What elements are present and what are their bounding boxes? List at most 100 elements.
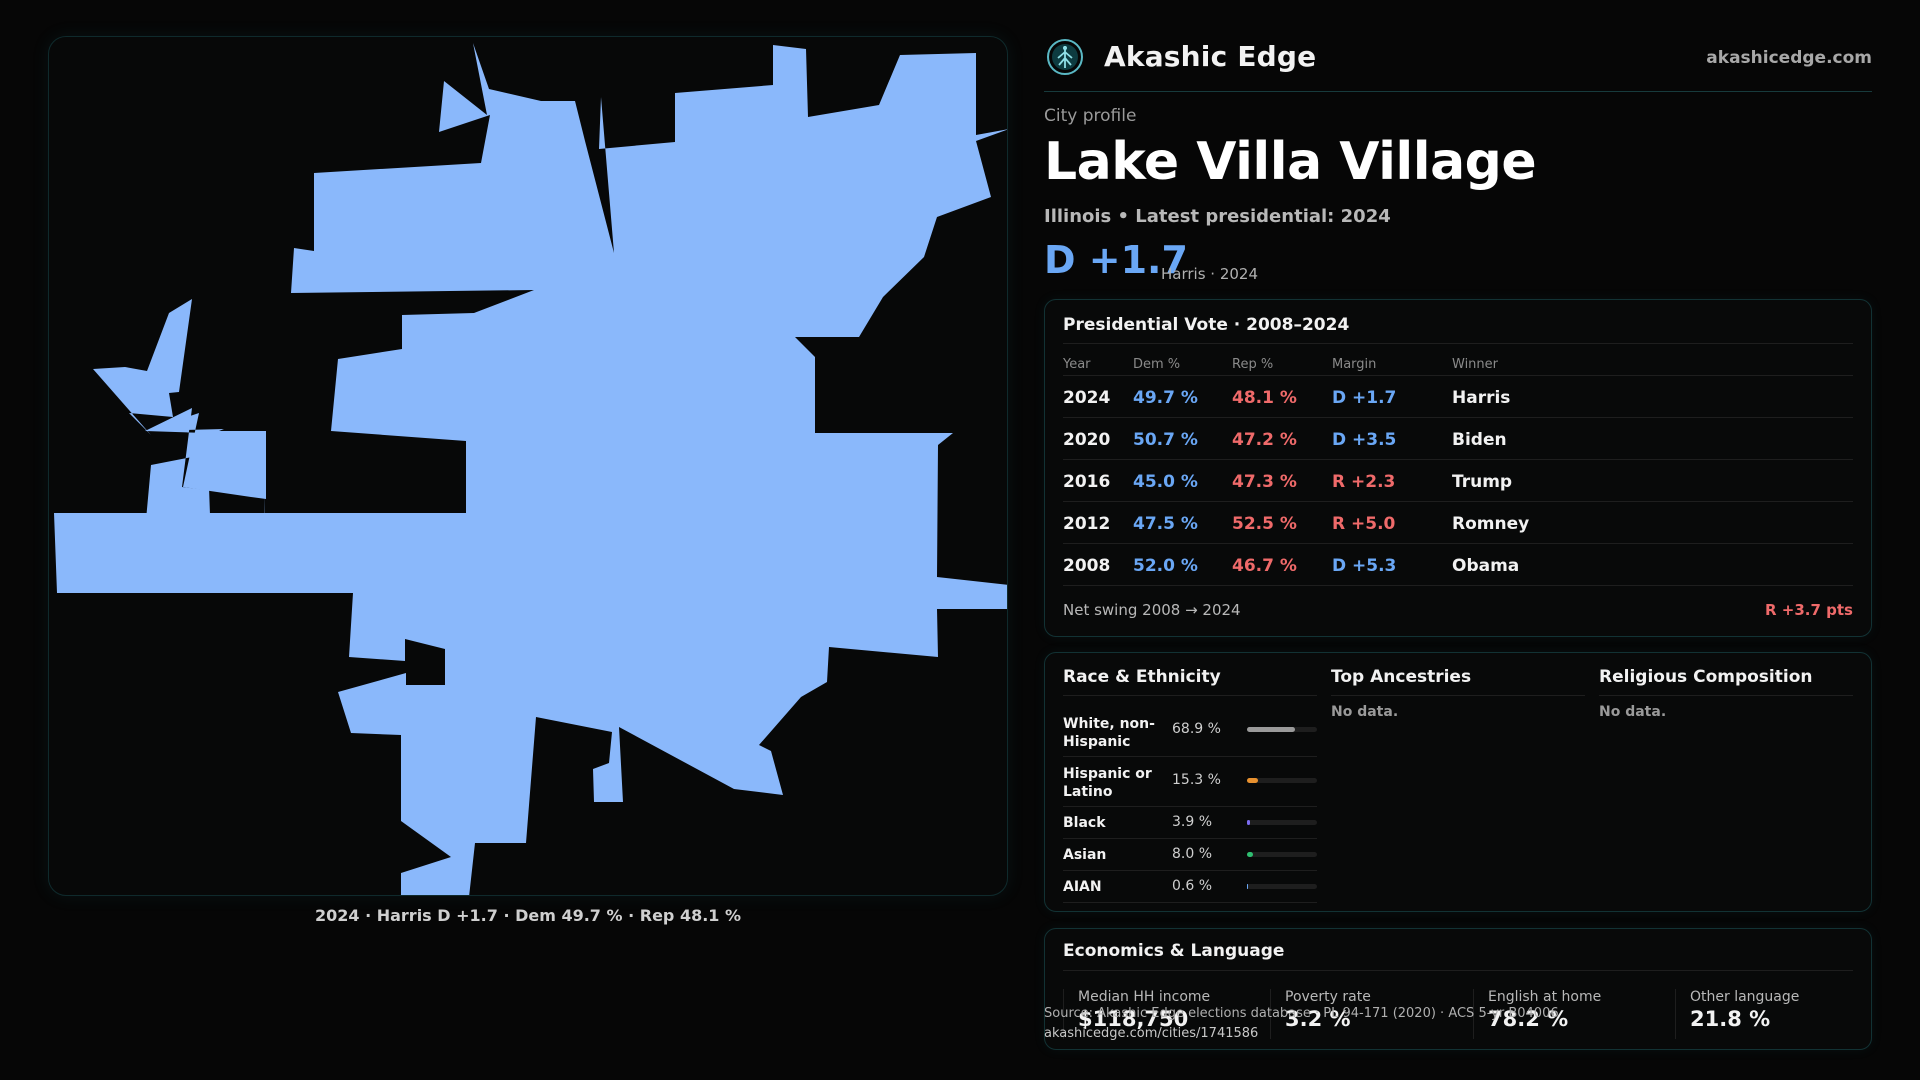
latest-margin: D +1.7 (1044, 238, 1188, 282)
latest-margin-meta: Harris · 2024 (1161, 265, 1259, 283)
race-name: Asian (1063, 847, 1107, 863)
race-bar-fill (1247, 884, 1249, 889)
page-eyebrow: City profile (1044, 106, 1137, 126)
table-row: 2016 45.0 % 47.3 % R +2.3 Trump (1063, 460, 1853, 502)
stat-english-home: English at home 78.2 % (1473, 989, 1669, 1039)
race-pct: 0.6 % (1172, 878, 1213, 894)
header-divider (1044, 91, 1872, 92)
divider (1063, 970, 1853, 971)
race-bar (1247, 884, 1317, 889)
table-row: 2012 47.5 % 52.5 % R +5.0 Romney (1063, 502, 1853, 544)
city-boundary-shape (49, 43, 1007, 895)
ancestry-title: Top Ancestries (1331, 667, 1472, 687)
row-year: 2008 (1063, 556, 1111, 576)
stat-value: 3.2 % (1285, 1007, 1351, 1031)
row-margin: R +2.3 (1332, 472, 1396, 492)
net-swing-label: Net swing 2008 → 2024 (1063, 601, 1241, 619)
page-title: Lake Villa Village (1044, 132, 1537, 192)
header-rep: Rep % (1232, 357, 1274, 372)
demographics-card: Race & Ethnicity White, non-Hispanic 68.… (1044, 652, 1872, 912)
race-name: Black (1063, 815, 1106, 831)
race-name: Hispanic or Latino (1063, 766, 1152, 800)
row-winner: Trump (1452, 472, 1513, 492)
header-margin: Margin (1332, 357, 1377, 372)
divider (1599, 695, 1853, 696)
vote-table: Year Dem % Rep % Margin Winner 2024 49.7… (1063, 348, 1853, 586)
brand-name: Akashic Edge (1104, 40, 1317, 73)
race-bar-fill (1247, 820, 1250, 825)
divider (1063, 695, 1317, 696)
table-row: 2020 50.7 % 47.2 % D +3.5 Biden (1063, 418, 1853, 460)
row-rep: 47.3 % (1232, 472, 1297, 492)
stat-label: Poverty rate (1285, 989, 1371, 1005)
religion-nodata: No data. (1599, 704, 1667, 720)
race-bar-fill (1247, 778, 1258, 783)
map-caption: 2024 · Harris D +1.7 · Dem 49.7 % · Rep … (314, 906, 742, 925)
header-winner: Winner (1452, 357, 1499, 372)
map-region (49, 43, 1007, 895)
race-pct: 3.9 % (1172, 814, 1213, 830)
row-margin: D +1.7 (1332, 388, 1397, 408)
list-item: Black 3.9 % (1063, 807, 1317, 839)
tree-of-life-icon (1047, 39, 1083, 75)
race-pct: 8.0 % (1172, 846, 1213, 862)
header-dem: Dem % (1133, 357, 1181, 372)
map-region (145, 413, 266, 499)
list-item: Hispanic or Latino 15.3 % (1063, 757, 1317, 807)
race-bar (1247, 852, 1317, 857)
stat-value: 78.2 % (1488, 1007, 1569, 1031)
row-dem: 45.0 % (1133, 472, 1198, 492)
row-year: 2012 (1063, 514, 1111, 534)
stat-value: $118,750 (1078, 1007, 1189, 1031)
row-margin: D +3.5 (1332, 430, 1397, 450)
ancestry-nodata: No data. (1331, 704, 1399, 720)
vote-card-title: Presidential Vote · 2008–2024 (1063, 315, 1350, 335)
presidential-vote-card: Presidential Vote · 2008–2024 Year Dem %… (1044, 299, 1872, 637)
brand-header: Akashic Edge akashicedge.com (1044, 38, 1872, 78)
list-item: Asian 8.0 % (1063, 839, 1317, 871)
row-year: 2020 (1063, 430, 1111, 450)
row-rep: 47.2 % (1232, 430, 1297, 450)
row-rep: 52.5 % (1232, 514, 1297, 534)
row-rep: 46.7 % (1232, 556, 1297, 576)
race-title: Race & Ethnicity (1063, 667, 1221, 687)
row-winner: Biden (1452, 430, 1507, 450)
race-name: White, non-Hispanic (1063, 716, 1155, 750)
table-row: 2024 49.7 % 48.1 % D +1.7 Harris (1063, 376, 1853, 418)
stat-label: Other language (1690, 989, 1800, 1005)
race-pct: 68.9 % (1172, 721, 1221, 737)
list-item: AIAN 0.6 % (1063, 871, 1317, 903)
row-year: 2024 (1063, 388, 1111, 408)
ancestries-section: Top Ancestries No data. (1331, 653, 1585, 913)
religion-section: Religious Composition No data. (1599, 653, 1853, 913)
economics-title: Economics & Language (1063, 941, 1285, 961)
table-row: 2008 52.0 % 46.7 % D +5.3 Obama (1063, 544, 1853, 586)
net-swing-value: R +3.7 pts (1765, 601, 1853, 619)
race-bar (1247, 727, 1317, 732)
map-region (93, 299, 192, 435)
religion-title: Religious Composition (1599, 667, 1813, 687)
row-winner: Romney (1452, 514, 1530, 534)
list-item: White, non-Hispanic 68.9 % (1063, 705, 1317, 757)
race-name: AIAN (1063, 879, 1102, 895)
city-boundary-map (49, 43, 1007, 895)
page-url-link[interactable]: akashicedge.com/cities/1741586 (1044, 1026, 1259, 1041)
divider (1331, 695, 1585, 696)
economics-card: Economics & Language Median HH income $1… (1044, 928, 1872, 1050)
row-year: 2016 (1063, 472, 1111, 492)
table-header: Year Dem % Rep % Margin Winner (1063, 348, 1853, 376)
row-margin: D +5.3 (1332, 556, 1397, 576)
race-bar-fill (1247, 727, 1296, 732)
stat-poverty-rate: Poverty rate 3.2 % (1270, 989, 1466, 1039)
race-list: White, non-Hispanic 68.9 % Hispanic or L… (1063, 705, 1317, 903)
city-map[interactable] (48, 36, 1008, 896)
row-dem: 52.0 % (1133, 556, 1198, 576)
row-dem: 47.5 % (1133, 514, 1198, 534)
page-subtitle: Illinois • Latest presidential: 2024 (1044, 206, 1391, 227)
divider (1063, 343, 1853, 344)
brand-url[interactable]: akashicedge.com (1706, 48, 1872, 68)
stat-label: English at home (1488, 989, 1602, 1005)
row-winner: Obama (1452, 556, 1520, 576)
header-year: Year (1063, 357, 1091, 372)
race-bar (1247, 820, 1317, 825)
